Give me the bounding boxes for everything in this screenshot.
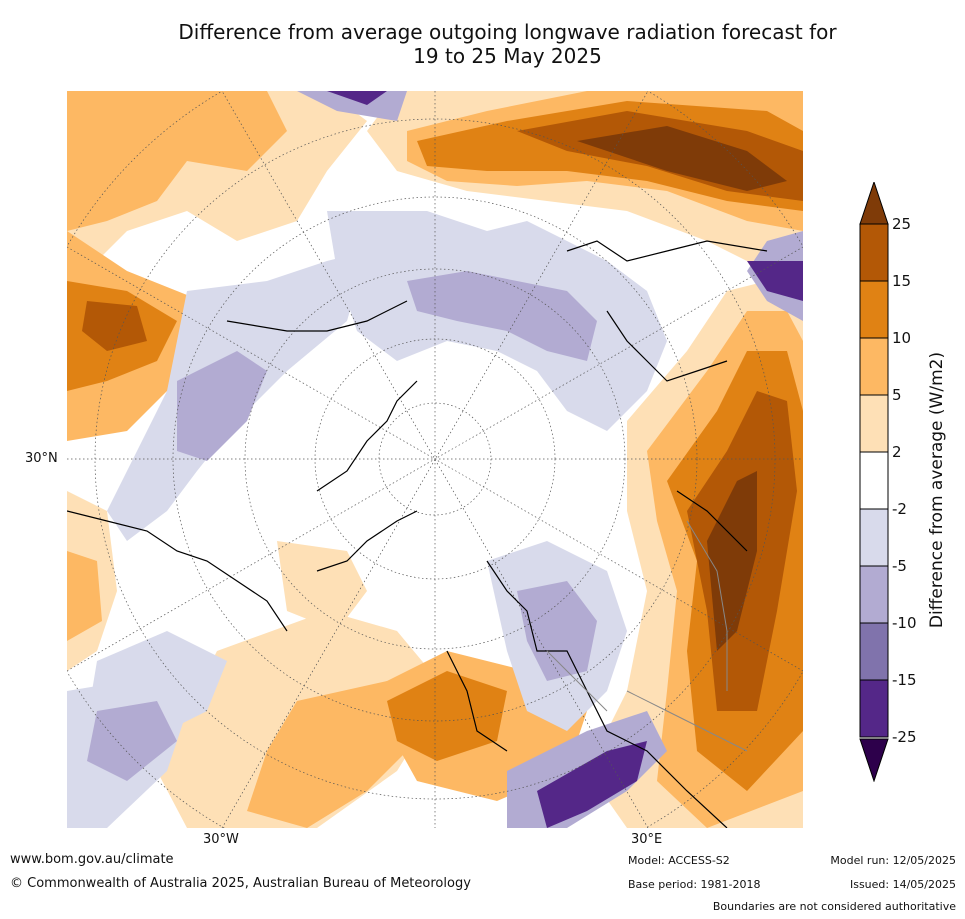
colorbar-tick: 25 — [892, 215, 912, 233]
colorbar-swatch — [859, 280, 889, 339]
polar-map — [67, 91, 803, 828]
colorbar-tick: 2 — [892, 443, 902, 461]
model-run-date: Model run: 12/05/2025 — [830, 854, 956, 867]
colorbar-swatch — [859, 508, 889, 567]
colorbar — [859, 182, 889, 782]
colorbar-tick: -15 — [892, 671, 917, 689]
copyright-notice: © Commonwealth of Australia 2025, Austra… — [10, 876, 471, 891]
issued-date: Issued: 14/05/2025 — [849, 878, 956, 891]
colorbar-swatch — [859, 451, 889, 510]
lat-label-30n: 30°N — [25, 451, 58, 466]
base-period: Base period: 1981-2018 — [628, 878, 761, 891]
colorbar-tick: -5 — [892, 557, 907, 575]
colorbar-tick: 10 — [892, 329, 912, 347]
colorbar-tick: -2 — [892, 500, 907, 518]
colorbar-swatch — [859, 394, 889, 453]
colorbar-tick: 5 — [892, 386, 902, 404]
colorbar-swatch — [859, 565, 889, 624]
lon-label-30w: 30°W — [203, 832, 239, 847]
website-link[interactable]: www.bom.gov.au/climate — [10, 852, 174, 867]
anomaly-field — [67, 91, 803, 828]
map-title: Difference from average outgoing longwav… — [0, 20, 965, 68]
colorbar-tick: -25 — [892, 728, 917, 746]
colorbar-swatch — [859, 622, 889, 681]
boundary-disclaimer: Boundaries are not considered authoritat… — [712, 900, 956, 913]
colorbar-swatch — [859, 337, 889, 396]
model-name: Model: ACCESS-S2 — [628, 854, 730, 867]
colorbar-swatch — [859, 679, 889, 738]
colorbar-bottom-extension — [859, 738, 889, 782]
colorbar-tick: -10 — [892, 614, 917, 632]
colorbar-tick: 15 — [892, 272, 912, 290]
title-line-1: Difference from average outgoing longwav… — [178, 20, 837, 44]
title-line-2: 19 to 25 May 2025 — [413, 44, 602, 68]
lon-label-30e: 30°E — [631, 832, 663, 847]
colorbar-top-extension — [859, 182, 889, 225]
colorbar-swatch — [859, 223, 889, 282]
colorbar-title: Difference from average (W/m2) — [927, 351, 947, 629]
